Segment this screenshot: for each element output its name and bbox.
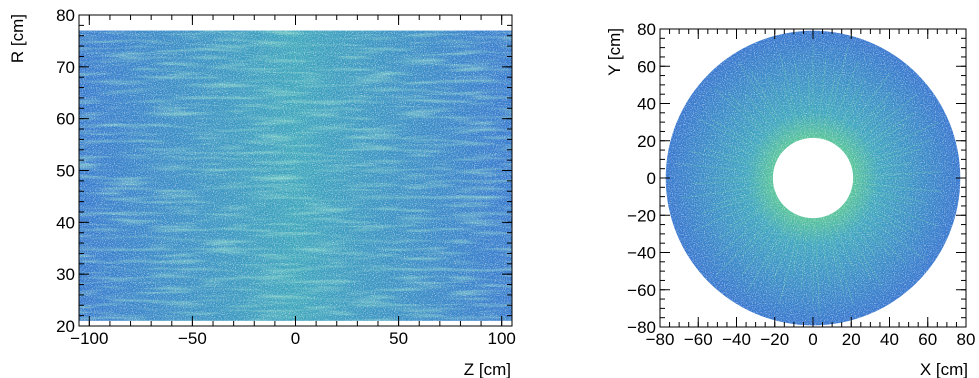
- xy-x-ticks: −80 −60 −40 −20 0 20 40 60 80: [646, 29, 976, 349]
- xy-y-tick-label: −20: [627, 206, 656, 225]
- rz-panel: −100 −50 0 50 100 20 30 40 50 60 70 80 Z [cm] R [c…: [8, 6, 516, 378]
- xy-x-tick-label: −60: [684, 330, 713, 349]
- rz-y-tick-label: 60: [56, 110, 75, 129]
- xy-y-tick-label: −60: [627, 281, 656, 300]
- rz-y-tick-label: 30: [56, 265, 75, 284]
- xy-x-tick-label: 60: [918, 330, 937, 349]
- rz-y-tick-label: 80: [56, 6, 75, 25]
- xy-y-tick-label: 60: [637, 57, 656, 76]
- xy-x-tick-label: −20: [760, 330, 789, 349]
- rz-x-tick-label: −50: [178, 329, 207, 348]
- rz-x-tick-label: −100: [70, 329, 108, 348]
- xy-x-tick-label: −80: [646, 330, 675, 349]
- rz-x-tick-label: 0: [291, 329, 300, 348]
- rz-x-tick-label: 50: [389, 329, 408, 348]
- xy-x-axis-title: X [cm]: [920, 360, 968, 378]
- rz-y-tick-label: 70: [56, 58, 75, 77]
- rz-x-axis-title: Z [cm]: [464, 360, 511, 378]
- xy-y-tick-label: 80: [637, 20, 656, 39]
- rz-heatmap-fill: [79, 30, 512, 321]
- rz-x-tick-label: 100: [488, 329, 516, 348]
- xy-x-tick-label: 20: [842, 330, 861, 349]
- xy-y-tick-label: 20: [637, 132, 656, 151]
- xy-y-tick-label: 0: [647, 169, 656, 188]
- xy-y-tick-label: −80: [627, 318, 656, 337]
- rz-y-ticks: 20 30 40 50 60 70 80: [56, 6, 512, 336]
- rz-x-ticks: −100 −50 0 50 100: [70, 15, 516, 348]
- xy-y-tick-label: 40: [637, 95, 656, 114]
- xy-heatmap-fill: [665, 30, 961, 326]
- xy-y-tick-label: −40: [627, 244, 656, 263]
- rz-y-tick-label: 40: [56, 213, 75, 232]
- rz-y-tick-label: 50: [56, 162, 75, 181]
- xy-speckle-texture: [665, 30, 961, 326]
- xy-y-ticks: −80 −60 −40 −20 0 20 40 60 80: [627, 20, 966, 337]
- rz-speckle-texture: [79, 30, 512, 321]
- rz-y-tick-label: 20: [56, 317, 75, 336]
- xy-x-tick-label: −40: [722, 330, 751, 349]
- xy-x-tick-label: 40: [880, 330, 899, 349]
- xy-y-axis-title: Y [cm]: [605, 28, 624, 76]
- xy-panel: −80 −60 −40 −20 0 20 40 60 80 −80 −60 −40 −20 0 20 40 6…: [605, 20, 975, 378]
- xy-x-tick-label: 0: [808, 330, 817, 349]
- rz-y-axis-title: R [cm]: [8, 14, 27, 63]
- xy-x-tick-label: 80: [957, 330, 976, 349]
